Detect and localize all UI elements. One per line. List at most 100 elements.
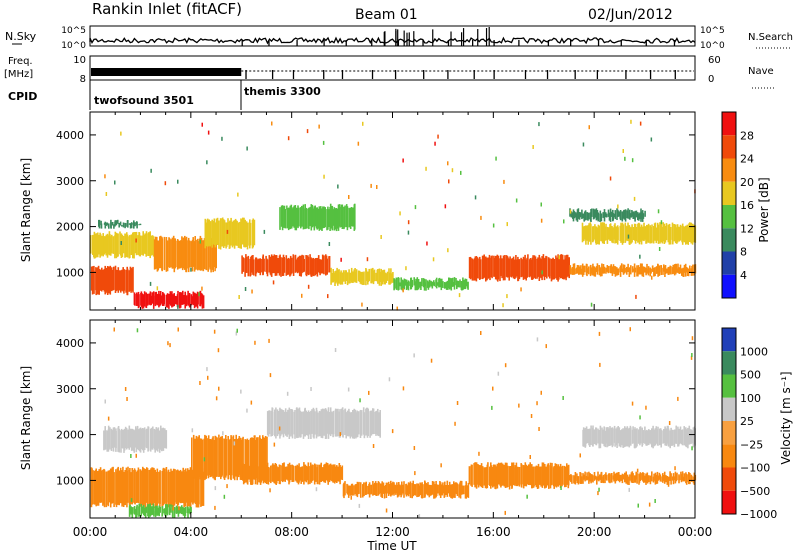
power-bin (235, 220, 237, 245)
power-bin (105, 234, 108, 256)
velocity-bin (111, 430, 114, 449)
nave-top-tick: 60 (708, 55, 721, 66)
velocity-bin (158, 471, 160, 504)
power-bin (329, 203, 332, 229)
velocity-speckle (278, 416, 281, 421)
nsky-bottom-tick: 10^0 (61, 41, 86, 51)
power-bin (253, 259, 255, 276)
velocity-bin (300, 411, 302, 438)
power-bin (549, 258, 551, 277)
power-bin (570, 268, 572, 275)
power-bin (178, 240, 181, 269)
velocity-bin (566, 463, 568, 485)
velocity-bin (318, 410, 321, 437)
power-bin (636, 265, 638, 277)
freq-trace (91, 68, 694, 79)
power-bin (461, 281, 463, 291)
velocity-bin (321, 467, 324, 482)
power-bin (692, 264, 694, 276)
velocity-bin (300, 466, 302, 484)
power-bin (199, 290, 202, 307)
power-bin (287, 257, 290, 275)
velocity-bin (98, 469, 100, 503)
velocity-bin (367, 485, 369, 495)
power-bin (253, 219, 256, 246)
velocity-bin (536, 466, 539, 489)
velocity-bin (639, 426, 642, 444)
velocity-bin (651, 471, 653, 482)
velocity-bin (337, 466, 339, 482)
velocity-bin (95, 468, 97, 507)
power-bin (665, 223, 668, 241)
velocity-speckle (674, 466, 676, 471)
power-bin (332, 209, 334, 226)
velocity-bin (626, 474, 629, 485)
velocity-bin (129, 468, 131, 507)
power-bin (470, 257, 472, 279)
power-bin (240, 219, 242, 249)
velocity-bin (124, 470, 126, 506)
power-speckle (444, 204, 447, 209)
velocity-bin (635, 429, 637, 448)
power-bin (404, 279, 407, 286)
power-bin (305, 255, 308, 277)
velocity-bin (196, 438, 198, 479)
power-speckle (650, 137, 653, 142)
velocity-bin (621, 473, 624, 484)
velocity-bin (328, 464, 331, 483)
velocity-bin (609, 426, 611, 446)
power-bin (139, 235, 142, 257)
power-bin (474, 256, 477, 281)
velocity-speckle (402, 386, 405, 391)
power-bin (106, 266, 109, 295)
power-bin (618, 211, 620, 217)
velocity-bin (299, 467, 301, 481)
velocity-bin (596, 476, 598, 485)
power-bin (168, 238, 171, 268)
velocity-bin (507, 465, 509, 487)
velocity-speckle (629, 327, 631, 332)
velocity-bin (649, 475, 652, 481)
velocity-speckle (677, 396, 679, 401)
power-bin (337, 204, 340, 231)
freq-unit: [MHz] (4, 69, 33, 80)
velocity-bin (396, 484, 399, 498)
power-bin (431, 281, 434, 289)
power-bin (286, 208, 289, 228)
velocity-bin (483, 467, 486, 486)
velocity-bin (152, 426, 154, 448)
velocity-speckle (628, 487, 630, 492)
velocity-bin (608, 473, 610, 483)
power-bin (173, 238, 176, 273)
power-bin (205, 238, 208, 271)
power-bin (283, 257, 285, 273)
velocity-bin (602, 429, 605, 445)
velocity-bin (187, 508, 190, 514)
velocity-bin (170, 472, 173, 507)
velocity-bin (403, 481, 405, 498)
time-tick-label: 20:00 (577, 525, 612, 539)
velocity-bin (314, 411, 316, 435)
velocity-bin (444, 481, 446, 497)
velocity-speckle (359, 398, 361, 403)
velocity-bin (365, 408, 367, 436)
velocity-bin (145, 506, 148, 513)
power-bin (635, 227, 638, 242)
power-bin (145, 293, 148, 308)
velocity-bin (593, 472, 596, 481)
velocity-speckle (250, 400, 253, 405)
velocity-bin (356, 481, 359, 498)
velocity-speckle (214, 486, 217, 491)
velocity-speckle (530, 414, 533, 418)
power-bin (510, 258, 513, 278)
power-bin (450, 278, 453, 291)
velocity-bin (197, 436, 199, 480)
velocity-bin (246, 462, 249, 485)
power-bin (664, 265, 667, 274)
power-bin (292, 255, 295, 276)
power-bin (486, 257, 488, 281)
velocity-speckle (413, 446, 416, 450)
power-bin (377, 269, 379, 284)
power-bin (170, 293, 172, 306)
